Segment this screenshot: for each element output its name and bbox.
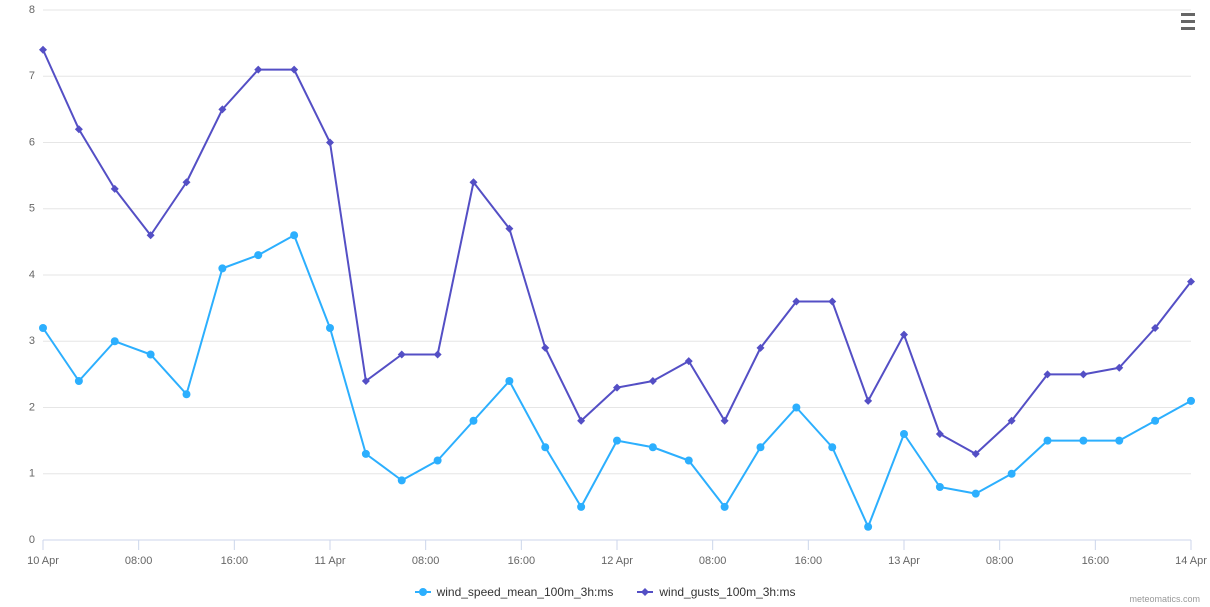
data-point[interactable] [218, 264, 226, 272]
legend-label: wind_gusts_100m_3h:ms [659, 585, 795, 599]
x-tick-label: 08:00 [412, 555, 440, 567]
x-tick-label: 12 Apr [601, 555, 633, 567]
legend-item[interactable]: wind_gusts_100m_3h:ms [637, 585, 795, 599]
diamond-marker-icon [637, 586, 653, 598]
y-tick-label: 1 [29, 468, 35, 480]
data-point[interactable] [828, 443, 836, 451]
y-tick-label: 2 [29, 401, 35, 413]
data-point[interactable] [1187, 397, 1195, 405]
data-point[interactable] [936, 483, 944, 491]
data-point[interactable] [290, 66, 298, 74]
data-point[interactable] [613, 437, 621, 445]
data-point[interactable] [900, 430, 908, 438]
data-point[interactable] [721, 503, 729, 511]
x-tick-label: 13 Apr [888, 555, 920, 567]
x-tick-label: 16:00 [221, 555, 249, 567]
data-point[interactable] [39, 46, 47, 54]
data-point[interactable] [864, 523, 872, 531]
series-line [43, 235, 1191, 527]
data-point[interactable] [685, 457, 693, 465]
x-tick-label: 10 Apr [27, 555, 59, 567]
data-point[interactable] [434, 351, 442, 359]
series-line [43, 50, 1191, 454]
x-tick-label: 14 Apr [1175, 555, 1207, 567]
legend-label: wind_speed_mean_100m_3h:ms [437, 585, 614, 599]
data-point[interactable] [362, 450, 370, 458]
y-tick-label: 5 [29, 203, 35, 215]
data-point[interactable] [1079, 437, 1087, 445]
data-point[interactable] [1008, 470, 1016, 478]
data-point[interactable] [828, 298, 836, 306]
data-point[interactable] [434, 457, 442, 465]
data-point[interactable] [183, 390, 191, 398]
data-point[interactable] [541, 443, 549, 451]
data-point[interactable] [470, 417, 478, 425]
y-tick-label: 3 [29, 335, 35, 347]
chart-plot-svg: 0 1 2 3 4 5 6 7 8 10 Apr 08:00 16:00 11 Apr 08:00 16:0… [0, 0, 1210, 607]
data-point[interactable] [577, 503, 585, 511]
legend-item[interactable]: wind_speed_mean_100m_3h:ms [415, 585, 614, 599]
x-tick-label: 16:00 [508, 555, 536, 567]
data-point[interactable] [290, 231, 298, 239]
data-point[interactable] [900, 331, 908, 339]
x-tick-label: 08:00 [986, 555, 1014, 567]
y-tick-label: 7 [29, 70, 35, 82]
legend: wind_speed_mean_100m_3h:ms wind_gusts_100… [0, 585, 1210, 599]
attribution-link[interactable]: meteomatics.com [1129, 594, 1200, 604]
data-point[interactable] [936, 430, 944, 438]
data-point[interactable] [39, 324, 47, 332]
data-point[interactable] [326, 324, 334, 332]
x-tick-label: 08:00 [699, 555, 727, 567]
x-tick-label: 11 Apr [315, 555, 346, 567]
data-point[interactable] [326, 139, 334, 147]
data-point[interactable] [254, 251, 262, 259]
data-point[interactable] [792, 404, 800, 412]
data-point[interactable] [541, 344, 549, 352]
data-point[interactable] [1115, 437, 1123, 445]
x-tick-label: 16:00 [1082, 555, 1110, 567]
y-tick-label: 4 [29, 269, 35, 281]
data-point[interactable] [1151, 417, 1159, 425]
data-point[interactable] [147, 351, 155, 359]
data-point[interactable] [1044, 437, 1052, 445]
data-point[interactable] [649, 377, 657, 385]
data-point[interactable] [1079, 370, 1087, 378]
x-tick-label: 16:00 [795, 555, 823, 567]
data-point[interactable] [757, 443, 765, 451]
y-tick-label: 6 [29, 136, 35, 148]
data-point[interactable] [649, 443, 657, 451]
data-point[interactable] [75, 377, 83, 385]
data-point[interactable] [972, 490, 980, 498]
y-tick-label: 0 [29, 534, 35, 546]
data-point[interactable] [864, 397, 872, 405]
x-tick-label: 08:00 [125, 555, 153, 567]
chart-root: 0 1 2 3 4 5 6 7 8 10 Apr 08:00 16:00 11 Apr 08:00 16:0… [0, 0, 1210, 607]
data-point[interactable] [505, 377, 513, 385]
data-point[interactable] [111, 337, 119, 345]
y-tick-label: 8 [29, 4, 35, 16]
circle-marker-icon [415, 586, 431, 598]
data-point[interactable] [398, 476, 406, 484]
